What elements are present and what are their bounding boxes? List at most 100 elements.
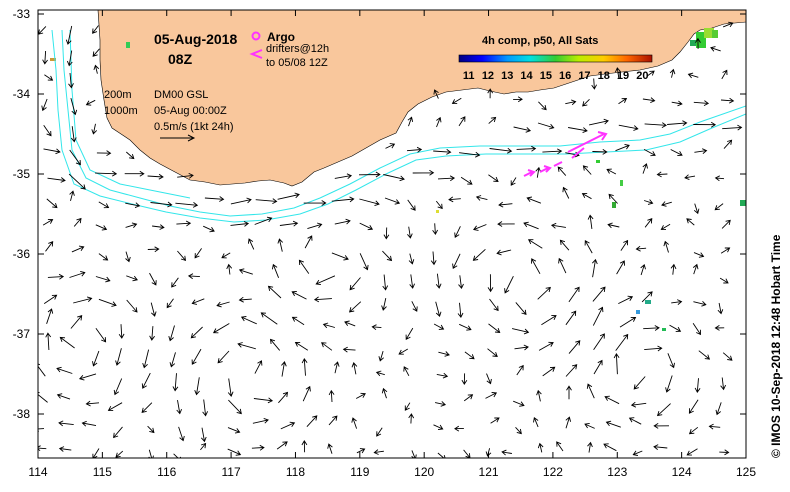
- current-arrow: [141, 372, 151, 389]
- current-arrow: [614, 67, 621, 79]
- y-tick-label: -38: [13, 407, 31, 421]
- current-arrow: [98, 201, 110, 209]
- current-arrow: [451, 97, 462, 105]
- current-arrow: [568, 127, 588, 134]
- colorbar-tick-label: 20: [636, 70, 648, 82]
- current-arrow: [407, 116, 414, 127]
- current-arrow: [381, 387, 388, 399]
- current-arrow: [437, 452, 446, 458]
- current-arrow: [98, 298, 117, 307]
- current-arrow: [615, 143, 630, 152]
- current-arrow: [541, 315, 557, 326]
- current-arrow: [430, 251, 437, 266]
- current-arrow: [149, 272, 157, 286]
- current-arrow: [385, 143, 396, 149]
- current-arrow: [47, 177, 66, 183]
- australia-land: [38, 10, 746, 187]
- current-arrow: [489, 298, 499, 312]
- current-arrow: [38, 426, 45, 432]
- current-arrow: [190, 326, 203, 339]
- current-arrow: [267, 285, 282, 299]
- current-arrow: [303, 200, 327, 206]
- current-arrow: [459, 151, 481, 158]
- current-arrow: [643, 149, 656, 157]
- current-arrow: [95, 224, 108, 231]
- current-arrow: [204, 196, 225, 202]
- current-arrow: [172, 373, 179, 392]
- argo-legend: Argo drifters@12h to 05/08 12Z: [249, 30, 329, 69]
- current-arrow: [490, 417, 500, 424]
- current-arrow: [488, 323, 501, 334]
- current-arrow: [59, 336, 75, 349]
- current-arrow: [176, 220, 192, 227]
- current-arrow: [568, 286, 580, 303]
- scale-arrow-icon: [160, 134, 196, 142]
- current-arrow: [254, 216, 273, 225]
- current-arrow: [665, 375, 673, 393]
- current-arrow: [512, 328, 530, 335]
- current-arrow: [56, 393, 71, 400]
- colorbar-tick-label: 12: [482, 70, 494, 82]
- current-arrow: [118, 324, 125, 339]
- current-arrow: [641, 291, 653, 303]
- current-arrow: [334, 218, 351, 225]
- current-arrow: [313, 296, 332, 303]
- current-arrow: [536, 389, 542, 402]
- current-arrow: [487, 348, 498, 358]
- current-arrow: [65, 25, 73, 45]
- current-arrow: [251, 444, 265, 451]
- current-arrow: [613, 352, 620, 375]
- current-arrow: [359, 222, 374, 231]
- current-arrow: [73, 296, 93, 304]
- current-arrow: [695, 37, 701, 49]
- current-arrow: [226, 263, 233, 275]
- current-arrow: [321, 342, 333, 351]
- current-arrow: [342, 346, 356, 353]
- colorbar-tick-label: 16: [559, 70, 571, 82]
- current-arrow: [150, 201, 173, 208]
- x-tick-label: 121: [479, 465, 499, 479]
- current-arrow: [356, 448, 366, 454]
- current-arrow: [687, 72, 699, 79]
- current-arrow: [407, 199, 416, 211]
- current-arrow: [328, 389, 335, 403]
- current-arrow: [464, 351, 475, 360]
- current-arrow: [715, 402, 722, 416]
- current-arrow: [407, 226, 413, 239]
- current-arrow: [227, 427, 241, 434]
- current-arrow: [603, 443, 617, 452]
- current-arrow: [69, 149, 81, 166]
- sst-patches: [50, 28, 746, 331]
- colorbar-ticks: 11 12 13 14 15 16 17 18 19 20: [463, 70, 649, 82]
- current-arrow: [358, 171, 381, 178]
- current-arrow: [333, 361, 340, 374]
- current-arrow: [606, 168, 617, 175]
- current-arrow: [487, 274, 494, 293]
- current-arrow: [147, 173, 164, 180]
- current-arrow: [269, 338, 281, 351]
- current-arrow: [150, 302, 157, 317]
- current-arrow: [463, 394, 474, 402]
- current-arrow: [515, 426, 522, 435]
- current-arrow: [306, 415, 318, 428]
- current-arrow: [95, 327, 107, 343]
- current-arrow: [501, 449, 512, 456]
- current-arrow: [98, 253, 109, 261]
- current-arrow: [619, 316, 637, 328]
- current-arrow: [437, 175, 456, 182]
- current-arrow: [693, 203, 700, 215]
- current-arrow: [191, 298, 205, 305]
- current-arrow: [202, 399, 209, 417]
- current-arrow: [166, 298, 174, 309]
- current-arrow: [436, 116, 442, 128]
- current-arrow: [722, 21, 734, 28]
- credit-text: © IMOS 10-Sep-2018 12:48 Hobart Time: [769, 234, 783, 458]
- current-arrow: [688, 399, 699, 414]
- current-arrow: [276, 441, 288, 450]
- current-arrow: [513, 96, 523, 103]
- current-arrow: [433, 149, 452, 155]
- current-arrow: [653, 444, 668, 450]
- current-arrow: [113, 426, 123, 439]
- current-arrow: [411, 301, 418, 312]
